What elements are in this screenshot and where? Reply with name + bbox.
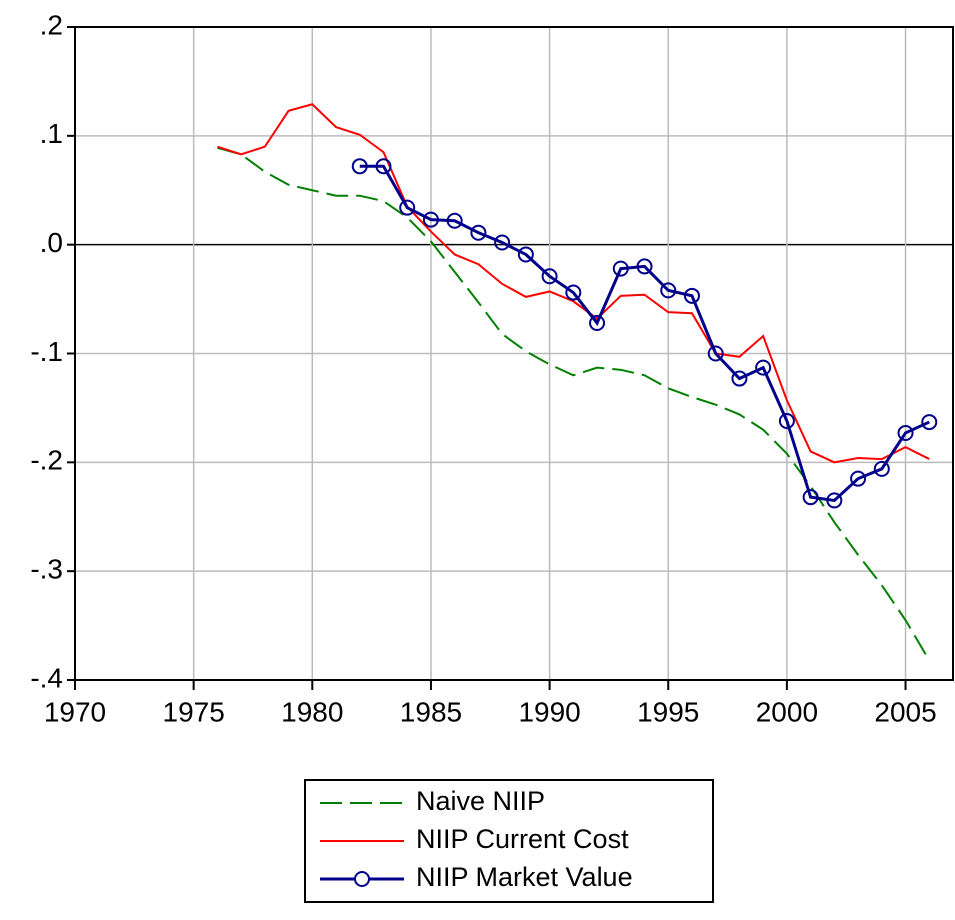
y-tick-label: -.4 — [30, 662, 63, 693]
marker — [707, 345, 724, 362]
marker — [565, 284, 582, 301]
x-tick-label: 1985 — [400, 696, 462, 727]
series-line — [217, 103, 930, 464]
marker — [375, 158, 392, 175]
legend-marker — [354, 871, 370, 887]
marker — [422, 211, 439, 228]
series-line — [359, 164, 930, 503]
series-line — [217, 146, 931, 661]
grid — [75, 27, 953, 680]
y-tick-label: -.3 — [30, 554, 63, 585]
marker — [731, 370, 748, 387]
x-tick-label: 1975 — [163, 696, 225, 727]
x-tick-label: 2000 — [756, 696, 818, 727]
axes: -.4 -.3 -.2 -.1 .0 .1 .2 1970 1975 1980 1985 1990 19… — [30, 9, 936, 727]
marker — [636, 258, 653, 275]
x-tick-label: 1980 — [281, 696, 343, 727]
marker — [921, 414, 938, 431]
marker — [850, 470, 867, 487]
marker — [541, 268, 558, 285]
marker — [755, 359, 772, 376]
x-tick-label: 2005 — [874, 696, 936, 727]
marker — [873, 460, 890, 477]
y-tick-label: -.2 — [30, 445, 63, 476]
marker — [470, 224, 487, 241]
legend-label: Naive NIIP — [416, 786, 545, 816]
marker — [802, 489, 819, 506]
marker — [612, 260, 629, 277]
x-tick-label: 1990 — [518, 696, 580, 727]
legend: Naive NIIP NIIP Current Cost NIIP Market V… — [320, 786, 633, 892]
x-tick-label: 1995 — [637, 696, 699, 727]
marker — [897, 424, 914, 441]
marker — [446, 212, 463, 229]
marker — [778, 412, 795, 429]
lines — [217, 103, 938, 661]
marker — [494, 234, 511, 251]
marker — [399, 199, 416, 216]
marker — [826, 492, 843, 509]
marker — [351, 158, 368, 175]
x-tick-label: 1970 — [44, 696, 106, 727]
marker — [517, 246, 534, 263]
y-tick-label: -.1 — [30, 336, 63, 367]
marker — [660, 282, 677, 299]
legend-label: NIIP Current Cost — [416, 824, 629, 854]
y-tick-label: .1 — [40, 118, 63, 149]
y-tick-label: .2 — [40, 9, 63, 40]
legend-label: NIIP Market Value — [416, 862, 633, 892]
y-tick-label: .0 — [40, 227, 63, 258]
marker — [589, 315, 606, 332]
marker — [683, 287, 700, 304]
